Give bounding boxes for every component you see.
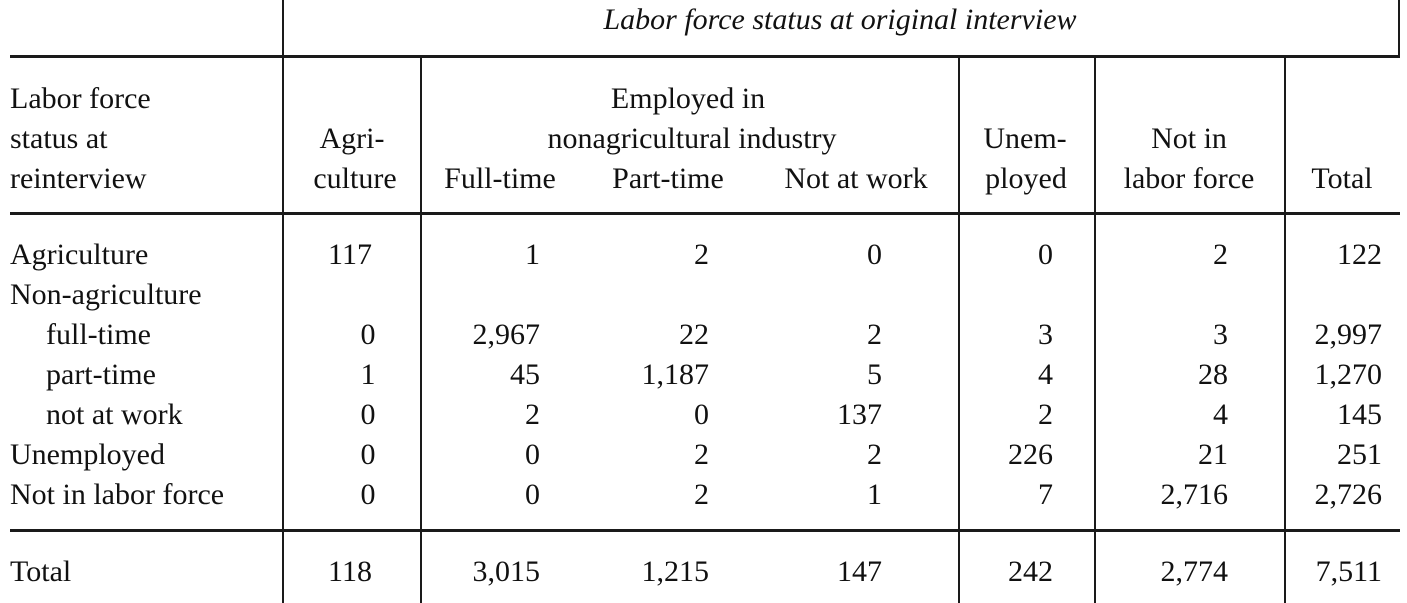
group-header-line-2: nonagricultural industry [547,122,837,155]
cell-unemployed: 226 [1008,438,1053,471]
cell-unemployed: 0 [1038,238,1053,271]
cell-full-time: 2 [525,398,540,431]
cell-unemployed: 3 [1038,318,1053,351]
group-header-line-1: Employed in [610,82,766,115]
col-header-unemployed-2: ployed [985,162,1067,195]
rule-above-total [10,529,1400,532]
cell-part-time: 2 [694,238,709,271]
rule-employed [958,57,960,603]
row-label: not at work [46,398,183,431]
cell-total: 1,270 [1314,358,1383,391]
col-header-not-in-lf-2: labor force [1123,162,1255,195]
col-header-full-time: Full-time [444,162,556,195]
row-label: Not in labor force [10,478,225,511]
cell-part-time: 0 [694,398,709,431]
cell-not-in-lf: 2 [1213,238,1228,271]
total-not-at-work: 147 [837,555,882,588]
cell-part-time: 1,187 [641,358,710,391]
cell-not-in-lf: 2,716 [1160,478,1229,511]
cell-full-time: 45 [510,358,540,391]
row-label: part-time [46,358,156,391]
cell-not-in-lf: 28 [1198,358,1228,391]
col-header-unemployed-1: Unem- [983,122,1067,155]
rule-spanner-right [1398,0,1400,57]
total-part-time: 1,215 [641,555,710,588]
cell-total: 251 [1337,438,1382,471]
col-header-part-time: Part-time [612,162,724,195]
rule-not-in-lf [1284,57,1286,603]
row-label: Agriculture [10,238,149,271]
total-agri: 118 [328,555,372,588]
cell-not-at-work: 5 [867,358,882,391]
cell-total: 2,997 [1314,318,1383,351]
cell-total: 122 [1337,238,1382,271]
cell-full-time: 0 [525,438,540,471]
col-header-not-at-work: Not at work [784,162,928,195]
stub-header-line-1: Labor force [10,82,151,115]
total-row-label: Total [10,555,72,588]
rule-stub [282,0,284,603]
rule-below-spanner [10,55,1400,58]
cell-not-in-lf: 4 [1213,398,1228,431]
cell-not-at-work: 1 [867,478,882,511]
rule-below-headers [10,212,1400,215]
cell-part-time: 2 [694,438,709,471]
cell-agri: 0 [360,478,376,511]
cell-part-time: 22 [679,318,709,351]
col-header-agri-2: culture [313,162,397,195]
cell-agri: 0 [360,318,376,351]
cell-full-time: 2,967 [472,318,541,351]
col-header-agri-1: Agri- [319,122,385,155]
cell-agri: 1 [360,358,376,391]
cell-not-at-work: 2 [867,438,882,471]
rule-agri [420,57,422,603]
cell-not-at-work: 137 [837,398,882,431]
cell-agri: 0 [360,438,376,471]
cell-not-in-lf: 21 [1198,438,1228,471]
col-header-not-in-lf-1: Not in [1151,122,1227,155]
cell-total: 145 [1337,398,1382,431]
cell-unemployed: 4 [1038,358,1053,391]
cell-unemployed: 2 [1038,398,1053,431]
total-not-in-lf: 2,774 [1160,555,1229,588]
spanner-title: Labor force status at original interview [603,3,1077,36]
stub-header-line-2: status at [10,122,108,155]
col-header-total: Total [1311,162,1373,195]
cell-agri: 117 [328,238,372,271]
stub-header-line-3: reinterview [10,162,147,195]
group-row-label: Non-agriculture [10,278,202,311]
cell-not-at-work: 2 [867,318,882,351]
cell-total: 2,726 [1314,478,1383,511]
rule-unemployed [1094,57,1096,603]
total-full-time: 3,015 [472,555,541,588]
total-unemployed: 242 [1008,555,1053,588]
row-label: Unemployed [10,438,165,471]
cell-agri: 0 [360,398,376,431]
total-total: 7,511 [1315,555,1382,588]
cell-part-time: 2 [694,478,709,511]
cell-full-time: 1 [525,238,540,271]
cell-not-at-work: 0 [867,238,882,271]
cell-not-in-lf: 3 [1213,318,1228,351]
cell-unemployed: 7 [1038,478,1053,511]
row-label: full-time [46,318,151,351]
cell-full-time: 0 [525,478,540,511]
